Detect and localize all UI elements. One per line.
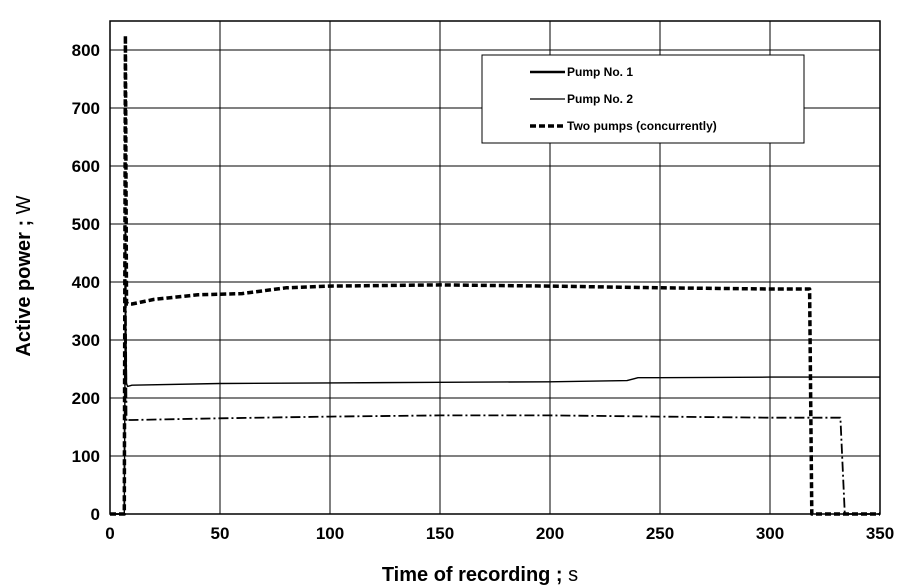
- tick-labels: 0 50 100 150 200 250 300 350 0 100 200 300 400 500 600…: [72, 41, 895, 543]
- y-tick-label: 300: [72, 331, 100, 350]
- x-tick-label: 0: [105, 524, 114, 543]
- series-two-pumps: [110, 33, 880, 516]
- series-pump-1: [110, 223, 880, 515]
- legend-label-two-pumps: Two pumps (concurrently): [567, 119, 717, 133]
- y-tick-label: 600: [72, 157, 100, 176]
- x-tick-label: 200: [536, 524, 564, 543]
- series-layer: [110, 33, 880, 516]
- y-tick-label: 700: [72, 99, 100, 118]
- x-axis-title: Time of recording ; s: [382, 564, 578, 586]
- y-tick-label: 400: [72, 273, 100, 292]
- legend-label-pump-2: Pump No. 2: [567, 92, 633, 106]
- y-tick-label: 500: [72, 215, 100, 234]
- y-tick-label: 200: [72, 389, 100, 408]
- x-tick-label: 50: [211, 524, 230, 543]
- x-tick-label: 350: [866, 524, 894, 543]
- y-tick-label: 100: [72, 447, 100, 466]
- y-tick-label: 0: [91, 505, 100, 524]
- x-tick-label: 250: [646, 524, 674, 543]
- legend: Pump No. 1 Pump No. 2 Two pumps (concurr…: [481, 54, 805, 144]
- y-tick-label: 800: [72, 41, 100, 60]
- plot-frame: [109, 20, 881, 515]
- x-tick-label: 150: [426, 524, 454, 543]
- x-tick-label: 300: [756, 524, 784, 543]
- x-tick-label: 100: [316, 524, 344, 543]
- legend-label-pump-1: Pump No. 1: [567, 65, 633, 79]
- y-axis-title: Active power ; W: [13, 195, 35, 356]
